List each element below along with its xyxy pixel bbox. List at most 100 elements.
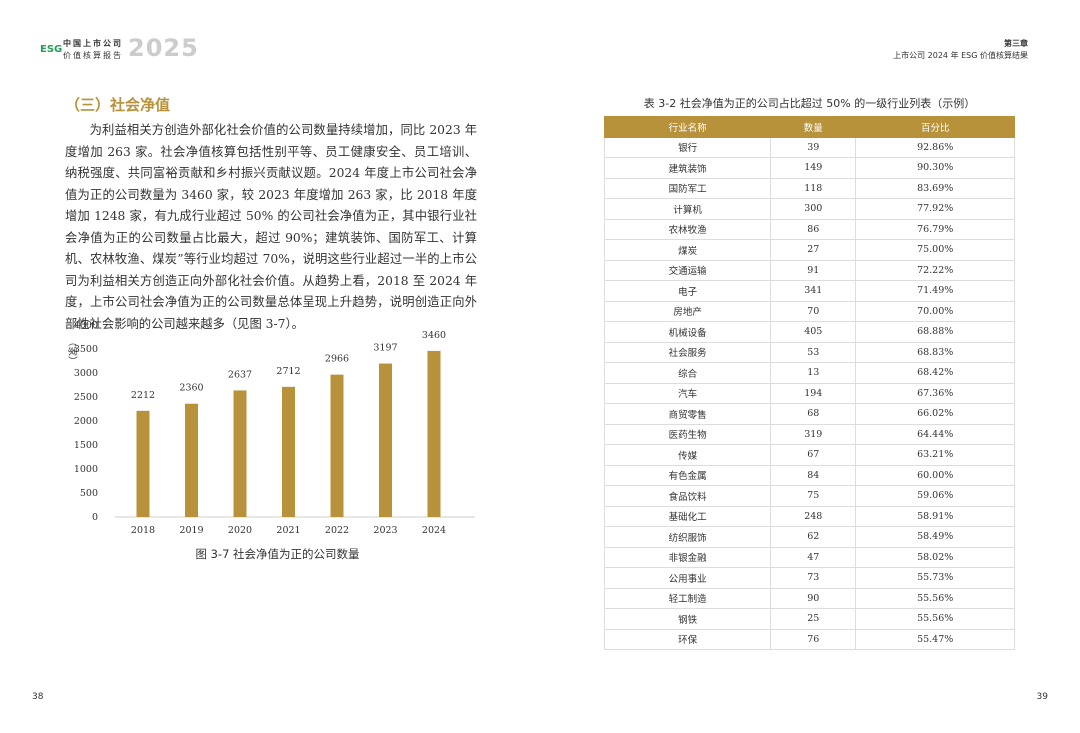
table-cell: 基础化工 bbox=[603, 505, 772, 527]
table-cell: 电子 bbox=[603, 280, 772, 302]
table-cell: 机械设备 bbox=[603, 321, 772, 343]
table-cell: 118 bbox=[770, 177, 857, 199]
table-row: 非银金融 47 58.02% bbox=[603, 546, 1015, 568]
chapter-title: 上市公司 2024 年 ESG 价值核算结果 bbox=[893, 51, 1028, 60]
header-line: 中国上市公司 bbox=[63, 39, 123, 48]
table-cell: 194 bbox=[770, 382, 857, 404]
y-tick-label: 4000 bbox=[74, 320, 98, 331]
table-cell: 计算机 bbox=[603, 198, 772, 220]
header-year: 2025 bbox=[128, 34, 199, 62]
chapter: 第三章 bbox=[1004, 39, 1028, 48]
table-cell: 70 bbox=[770, 300, 857, 322]
table-cell: 25 bbox=[770, 608, 857, 630]
table-cell: 70.00% bbox=[855, 300, 1015, 322]
value-label: 2712 bbox=[276, 366, 300, 377]
table-cell: 公用事业 bbox=[603, 567, 772, 589]
table-cell: 83.69% bbox=[855, 177, 1015, 199]
table-row: 公用事业 73 55.73% bbox=[603, 567, 1015, 589]
bar bbox=[282, 386, 295, 517]
y-axis-label: （家） bbox=[66, 337, 78, 366]
x-tick-label: 2020 bbox=[228, 525, 252, 536]
table-cell: 73 bbox=[770, 567, 857, 589]
table-cell: 环保 bbox=[603, 628, 772, 650]
table-row: 计算机 300 77.92% bbox=[603, 198, 1015, 220]
column-header: 行业名称 bbox=[603, 116, 772, 138]
table-cell: 77.92% bbox=[855, 198, 1015, 220]
table-cell: 68.83% bbox=[855, 341, 1015, 363]
x-tick-label: 2023 bbox=[373, 525, 397, 536]
paragraph: 为利益相关方创造外部化社会价值的公司数量持续增加，同比 2023 年度增加 26… bbox=[65, 123, 477, 331]
value-label: 2966 bbox=[325, 354, 349, 365]
table-cell: 农林牧渔 bbox=[603, 218, 772, 240]
table-row: 传媒 67 63.21% bbox=[603, 444, 1015, 466]
table-cell: 47 bbox=[770, 546, 857, 568]
table-cell: 71.49% bbox=[855, 280, 1015, 302]
table-cell: 67.36% bbox=[855, 382, 1015, 404]
bar bbox=[136, 410, 150, 517]
table-cell: 75.00% bbox=[855, 239, 1015, 261]
table-row: 环保 76 55.47% bbox=[603, 628, 1015, 650]
y-tick-label: 3000 bbox=[74, 368, 98, 379]
bar bbox=[427, 350, 441, 517]
table-row: 交通运输 91 72.22% bbox=[603, 259, 1015, 281]
table-row: 医药生物 319 64.44% bbox=[603, 423, 1015, 445]
table-cell: 86 bbox=[770, 218, 857, 240]
table-cell: 55.47% bbox=[855, 628, 1015, 650]
table-row: 纺织服饰 62 58.49% bbox=[603, 526, 1015, 548]
table-cell: 76.79% bbox=[855, 218, 1015, 240]
x-tick-label: 2021 bbox=[276, 525, 300, 536]
table-cell: 纺织服饰 bbox=[603, 526, 772, 548]
table-cell: 63.21% bbox=[855, 444, 1015, 466]
table-row: 建筑装饰 149 90.30% bbox=[603, 157, 1015, 179]
table-cell: 59.06% bbox=[855, 485, 1015, 507]
table-cell: 食品饮料 bbox=[603, 485, 772, 507]
table-row: 国防军工 118 83.69% bbox=[603, 177, 1015, 199]
y-tick-label: 1500 bbox=[74, 440, 98, 451]
table-cell: 68.88% bbox=[855, 321, 1015, 343]
y-tick-label: 2500 bbox=[74, 392, 98, 403]
bar bbox=[330, 374, 344, 517]
table-cell: 58.49% bbox=[855, 526, 1015, 548]
table-cell: 国防军工 bbox=[603, 177, 772, 199]
table-cell: 55.73% bbox=[855, 567, 1015, 589]
table-row: 综合 13 68.42% bbox=[603, 362, 1015, 384]
y-tick-label: 500 bbox=[80, 488, 98, 499]
table-row: 电子 341 71.49% bbox=[603, 280, 1015, 302]
table-cell: 75 bbox=[770, 485, 857, 507]
y-tick-label: 3500 bbox=[74, 344, 98, 355]
table-cell: 92.86% bbox=[855, 136, 1015, 158]
y-tick-label: 1000 bbox=[74, 464, 98, 475]
table-cell: 交通运输 bbox=[603, 259, 772, 281]
table-cell: 汽车 bbox=[603, 382, 772, 404]
value-label: 2637 bbox=[228, 369, 252, 380]
table-cell: 传媒 bbox=[603, 444, 772, 466]
table-cell: 72.22% bbox=[855, 259, 1015, 281]
table-cell: 58.02% bbox=[855, 546, 1015, 568]
table-cell: 轻工制造 bbox=[603, 587, 772, 609]
x-tick-label: 2022 bbox=[325, 525, 349, 536]
table-cell: 149 bbox=[770, 157, 857, 179]
table-row: 房地产 70 70.00% bbox=[603, 300, 1015, 322]
chart: （家） 0 500 1000 1500 2000 2500 3000 3500 4000 2018… bbox=[66, 320, 475, 536]
page-number: 38 bbox=[32, 692, 44, 702]
x-tick-label: 2019 bbox=[179, 525, 203, 536]
badge: ESG bbox=[40, 44, 63, 55]
table-cell: 60.00% bbox=[855, 464, 1015, 486]
section-title: （三）社会净值 bbox=[65, 96, 171, 114]
table-title: 表 3-2 社会净值为正的公司占比超过 50% 的一级行业列表（示例） bbox=[643, 97, 976, 110]
table-cell: 319 bbox=[770, 423, 857, 445]
table-cell: 钢铁 bbox=[603, 608, 772, 630]
y-tick-label: 2000 bbox=[74, 416, 98, 427]
x-tick-label: 2024 bbox=[422, 525, 446, 536]
table-cell: 300 bbox=[770, 198, 857, 220]
table-cell: 有色金属 bbox=[603, 464, 772, 486]
page-number: 39 bbox=[1036, 692, 1048, 702]
table-row: 社会服务 53 68.83% bbox=[603, 341, 1015, 363]
table-cell: 58.91% bbox=[855, 505, 1015, 527]
table-cell: 84 bbox=[770, 464, 857, 486]
table-cell: 64.44% bbox=[855, 423, 1015, 445]
table-cell: 53 bbox=[770, 341, 857, 363]
value-label: 2360 bbox=[179, 383, 203, 394]
table-row: 机械设备 405 68.88% bbox=[603, 321, 1015, 343]
table-cell: 39 bbox=[770, 136, 857, 158]
